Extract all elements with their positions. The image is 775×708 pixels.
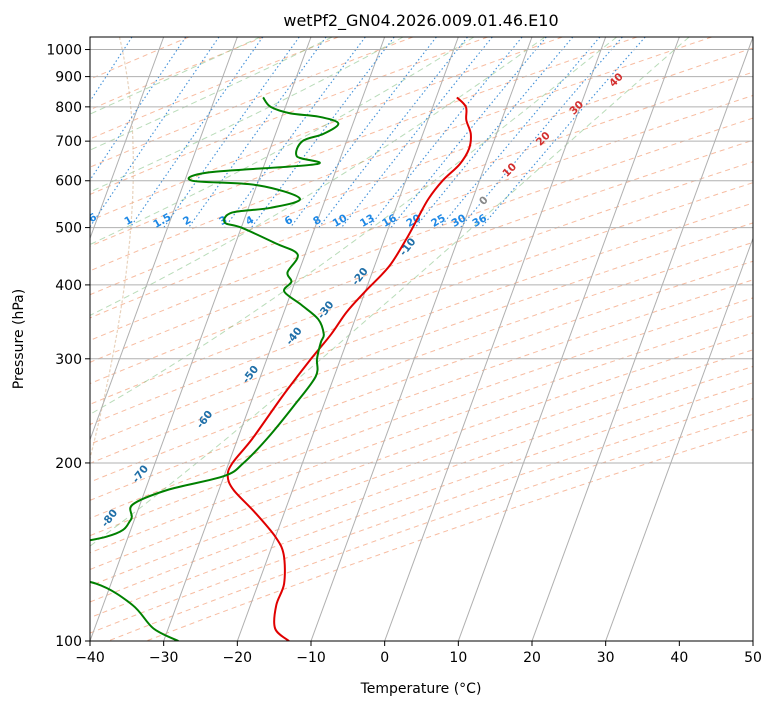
dry-adiabat	[90, 279, 753, 519]
mixing-ratio-line	[90, 37, 187, 181]
decorative-arc	[0, 37, 60, 641]
mixing-ratio-line	[390, 37, 547, 228]
mixing-ratio-line	[90, 37, 133, 103]
moist-adiabat-label: 40	[607, 71, 626, 90]
x-tick-label: 10	[449, 650, 467, 666]
dry-adiabat	[90, 382, 753, 619]
mixing-ratio-label: 6	[283, 214, 295, 228]
dry-adiabat	[90, 332, 753, 571]
background-lines	[0, 37, 753, 641]
isotherm	[236, 37, 459, 641]
plot-frame	[89, 36, 754, 642]
dry-adiabat-label: -40	[284, 325, 305, 347]
temperature-profile	[226, 96, 472, 641]
y-tick-label: 600	[55, 174, 82, 190]
moist-adiabat	[90, 37, 690, 547]
mixing-ratio-line	[129, 37, 264, 228]
mixing-ratio-label: 2	[181, 214, 193, 228]
moist-adiabat	[90, 37, 618, 415]
isotherm	[90, 37, 165, 240]
dry-adiabat	[90, 94, 753, 341]
mixing-ratio-line	[163, 37, 300, 228]
mixing-ratio-line	[368, 37, 523, 228]
dry-adiabat-label: -90	[54, 551, 75, 573]
x-tick-label: 30	[597, 650, 615, 666]
isotherm	[163, 37, 386, 641]
isotherm	[384, 37, 607, 641]
dry-adiabat	[90, 37, 414, 168]
x-tick-label: 20	[523, 650, 541, 666]
x-tick-label: −20	[223, 650, 253, 666]
dry-adiabat-label: -100	[3, 601, 29, 629]
y-axis-label: Pressure (hPa)	[11, 289, 27, 389]
isotherm	[90, 37, 312, 641]
mixing-ratio-line	[318, 37, 468, 228]
dry-adiabat	[90, 71, 753, 319]
y-tick-label: 1000	[46, 43, 82, 59]
moist-adiabat-label: 30	[567, 99, 586, 118]
y-tick-label: 300	[55, 352, 82, 368]
dry-adiabat	[90, 182, 753, 425]
x-axis: −40 −30 −20 −10 0 10 20 30 40 50	[75, 641, 762, 666]
mixing-ratio-label: 8	[311, 214, 323, 228]
isotherm	[310, 37, 533, 641]
dry-adiabat	[90, 37, 638, 247]
isotherm	[605, 236, 753, 641]
dry-adiabat	[90, 37, 712, 272]
dry-adiabat	[90, 117, 753, 363]
y-tick-label: 700	[55, 134, 82, 150]
moist-adiabat	[90, 37, 475, 246]
isotherm	[531, 37, 753, 641]
mixing-ratio-label: 0.6	[77, 211, 99, 231]
y-tick-label: 200	[55, 456, 82, 472]
y-tick-label: 800	[55, 100, 82, 116]
dewpoint-profile	[90, 96, 340, 641]
mixing-ratio-line	[341, 37, 493, 228]
chart-title: wetPf2_GN04.2026.009.01.46.E10	[283, 11, 558, 31]
mixing-ratio-label: 4	[244, 214, 256, 228]
isotherm	[457, 37, 680, 641]
y-tick-label: 900	[55, 70, 82, 86]
mixing-ratio-label: 0.2	[0, 211, 18, 231]
dry-adiabat	[90, 241, 753, 483]
mixing-ratio-line	[224, 37, 366, 228]
mixing-ratio-line	[0, 37, 82, 228]
mixing-ratio-line	[250, 37, 395, 228]
dry-adiabat	[90, 222, 753, 464]
moist-adiabat	[90, 37, 546, 316]
x-tick-label: 0	[380, 650, 389, 666]
decorative-arc	[90, 37, 134, 461]
line-labels: 0.10.20.40.611.52346810131620253036-100-…	[0, 71, 626, 629]
dry-adiabat	[90, 398, 753, 634]
y-axis: 1000 900 800 700 600 500 400 300 200 100	[46, 43, 90, 650]
mixing-ratio-line	[439, 37, 601, 228]
dry-adiabat-label: -60	[194, 409, 215, 431]
dry-adiabat	[107, 413, 753, 641]
isotherm	[90, 37, 238, 442]
y-tick-label: 500	[55, 221, 82, 237]
x-tick-label: 40	[670, 650, 688, 666]
x-axis-label: Temperature (°C)	[360, 681, 482, 697]
x-tick-label: −10	[296, 650, 326, 666]
mixing-ratio-line	[90, 37, 220, 228]
dry-adiabat	[90, 37, 488, 195]
mixing-ratio-label: 1	[122, 214, 134, 228]
moist-adiabat	[90, 37, 404, 193]
gridlines	[0, 37, 753, 641]
dry-adiabat	[90, 37, 264, 111]
mixing-ratio-line	[480, 37, 646, 228]
y-tick-label: 400	[55, 278, 82, 294]
mixing-ratio-line	[414, 37, 574, 228]
profiles	[90, 96, 472, 641]
mixing-ratio-line	[188, 37, 327, 228]
moist-adiabat	[90, 37, 261, 115]
dry-adiabat	[90, 37, 563, 222]
x-tick-label: 50	[744, 650, 762, 666]
x-tick-label: −40	[75, 650, 105, 666]
dry-adiabat	[90, 365, 753, 603]
x-tick-label: −30	[149, 650, 179, 666]
dry-adiabat-label: -30	[315, 299, 336, 321]
y-tick-label: 100	[55, 634, 82, 650]
